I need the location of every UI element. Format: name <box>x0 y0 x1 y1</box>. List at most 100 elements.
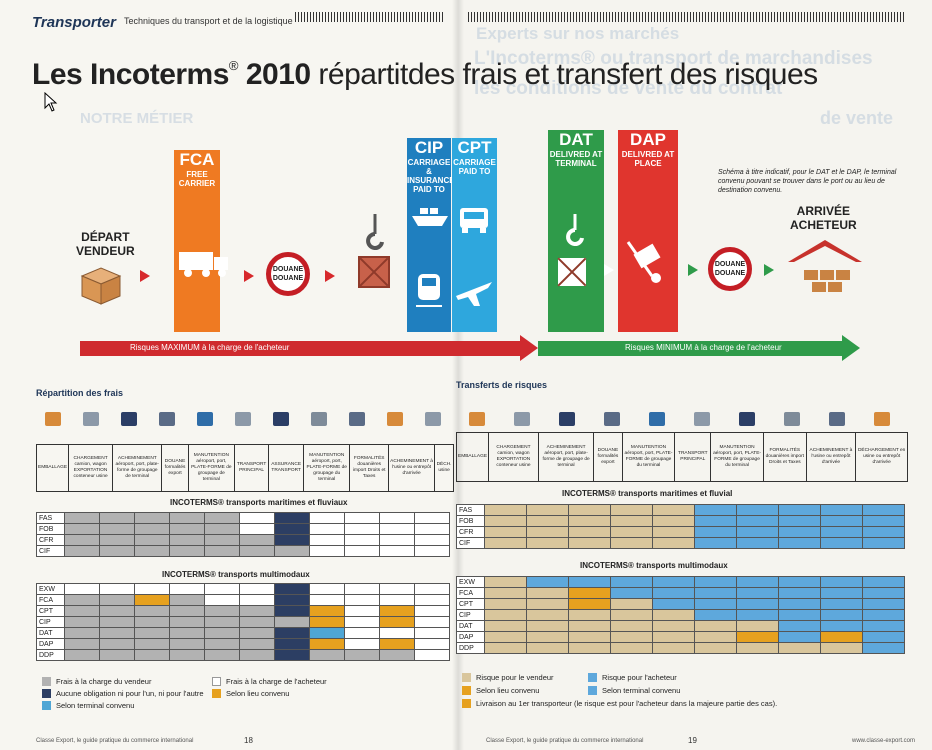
table-cell <box>611 610 653 621</box>
table-row: DAT <box>37 628 450 639</box>
table-cell <box>653 610 695 621</box>
table-cell <box>380 628 415 639</box>
table-cell <box>135 595 170 606</box>
risk-max-arrowhead <box>520 335 538 361</box>
legend-right-5: Livraison au 1er transporteur (le risque… <box>462 699 777 708</box>
table-cell <box>135 524 170 535</box>
table-row: CFR <box>457 527 905 538</box>
legend-left-2: Aucune obligation ni pour l'un, ni pour … <box>42 689 204 698</box>
transport-step-icon <box>112 398 146 426</box>
table-cell <box>170 524 205 535</box>
table-cell <box>240 546 275 557</box>
crate-icon <box>556 256 588 288</box>
table-cell <box>611 599 653 610</box>
table-cell <box>310 639 345 650</box>
crane-hook-icon <box>366 214 384 250</box>
warehouse-icon <box>788 240 862 292</box>
douane-text-2: DOUANE <box>272 275 304 282</box>
header-cell: TRANSPORT PRINCIPAL <box>674 432 712 482</box>
table-cell <box>100 546 135 557</box>
table-cell <box>345 584 380 595</box>
header-cell: EMBALLAGE <box>455 432 490 482</box>
table-cell <box>569 632 611 643</box>
dap-code: DAP <box>630 130 666 149</box>
header-dots-left <box>295 12 445 22</box>
table-cell <box>653 527 695 538</box>
transport-step-icon <box>340 398 374 426</box>
table-cell <box>240 628 275 639</box>
table-cell <box>415 584 450 595</box>
table-cell <box>100 606 135 617</box>
row-label: DDP <box>37 650 65 661</box>
table-cell <box>415 595 450 606</box>
legend-left-4: Frais à la charge de l'acheteur <box>212 677 327 686</box>
row-label: CIP <box>37 617 65 628</box>
table-cell <box>695 516 737 527</box>
table-cell <box>275 606 310 617</box>
row-label: DDP <box>457 643 485 654</box>
header-cell: ACHEMINEMENT à l'usine ou entrepôt d'arr… <box>387 444 436 492</box>
right-footer: Classe Export, le guide pratique du comm… <box>486 738 644 744</box>
table-cell <box>135 639 170 650</box>
table-cell <box>170 535 205 546</box>
table-row: FOB <box>37 524 450 535</box>
table-cell <box>611 588 653 599</box>
header-cell: FORMALITÉS douanières import Droits et T… <box>349 444 389 492</box>
table-cell <box>653 505 695 516</box>
ghost-text-2: L'Incoterms® ou transport de marchandise… <box>474 48 873 69</box>
legend-label: Selon terminal convenu <box>56 701 135 710</box>
right-site: www.classe-export.com <box>852 738 916 744</box>
table-cell <box>310 535 345 546</box>
header-cell: FORMALITÉS douanières import Droits et T… <box>763 432 807 482</box>
row-label: FOB <box>37 524 65 535</box>
truck-front-icon <box>460 208 488 233</box>
arrivee-l2: ACHETEUR <box>790 218 857 232</box>
table-cell <box>737 538 779 549</box>
title-repartit: répartit <box>310 58 408 91</box>
transport-step-icon <box>226 398 260 426</box>
row-label: CPT <box>457 599 485 610</box>
table-cell <box>527 643 569 654</box>
table-row: DAP <box>37 639 450 650</box>
arrow-right-icon <box>764 264 774 276</box>
step-icon-shape <box>121 412 137 426</box>
table-cell <box>415 606 450 617</box>
table-cell <box>485 577 527 588</box>
left-multimodal-title: INCOTERMS® transports multimodaux <box>162 570 310 579</box>
table-cell <box>240 595 275 606</box>
table-cell <box>205 546 240 557</box>
table-cell <box>310 650 345 661</box>
table-cell <box>415 650 450 661</box>
table-cell <box>611 505 653 516</box>
table-cell <box>170 546 205 557</box>
table-cell <box>415 617 450 628</box>
table-cell <box>170 584 205 595</box>
table-cell <box>65 524 100 535</box>
table-cell <box>345 546 380 557</box>
step-icon-shape <box>603 412 620 426</box>
table-row: FCA <box>457 588 905 599</box>
table-cell <box>275 584 310 595</box>
risk-min-bar <box>538 341 842 356</box>
row-label: CIF <box>37 546 65 557</box>
table-cell <box>569 538 611 549</box>
douane-text-3: DOUANE <box>714 261 746 268</box>
table-cell <box>737 516 779 527</box>
transport-step-icon <box>726 398 767 426</box>
table-cell <box>863 610 905 621</box>
table-cell <box>345 513 380 524</box>
row-label: CFR <box>457 527 485 538</box>
douane-icon: DOUANE DOUANE <box>266 252 310 296</box>
row-label: DAT <box>457 621 485 632</box>
table-cell <box>275 513 310 524</box>
legend-label: Livraison au 1er transporteur (le risque… <box>476 699 778 708</box>
douane-text-1: DOUANE <box>272 266 304 273</box>
douane-text-4: DOUANE <box>714 270 746 277</box>
table-cell <box>569 527 611 538</box>
table-cell <box>415 524 450 535</box>
row-label: CPT <box>37 606 65 617</box>
table-cell <box>170 595 205 606</box>
table-cell <box>380 617 415 628</box>
table-cell <box>737 588 779 599</box>
table-cell <box>821 588 863 599</box>
